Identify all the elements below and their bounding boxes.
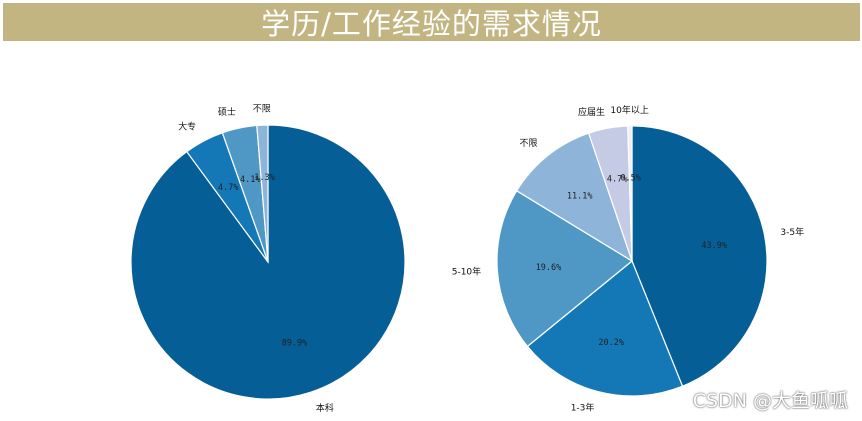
slice-label: 不限 bbox=[519, 138, 537, 149]
pie-slice bbox=[256, 124, 269, 263]
experience-pie: 3-5年 43.9% 1-3年 20.2% 5-10年 19.6% 不限 11.1% 应届生 4.… bbox=[452, 104, 804, 414]
slice-label: 5-10年 bbox=[452, 265, 481, 277]
slice-percent-label: 4.7% bbox=[607, 175, 627, 185]
slice-label: 10年以上 bbox=[610, 104, 648, 116]
slice-label: 本科 bbox=[316, 402, 334, 414]
slice-percent-label: 19.6% bbox=[536, 263, 562, 273]
slice-percent-label: 1.3% bbox=[254, 173, 274, 183]
slice-label: 1-3年 bbox=[571, 401, 595, 413]
page-title-banner: 学历/工作经验的需求情况 bbox=[3, 3, 860, 41]
slice-percent-label: 4.7% bbox=[218, 183, 238, 193]
pie-slice bbox=[526, 260, 684, 397]
pie-slice bbox=[496, 190, 634, 348]
csdn-watermark: CSDN @大鱼呱呱 bbox=[692, 390, 848, 412]
pie-slice bbox=[631, 125, 768, 387]
pie-slice bbox=[627, 125, 633, 262]
slice-label: 大专 bbox=[178, 120, 196, 132]
education-pie: 本科 89.9% 大专 4.7% 硕士 4.1% 不限 1.3% bbox=[130, 104, 406, 414]
slice-percent-label: 20.2% bbox=[598, 338, 624, 348]
pie-slice bbox=[515, 132, 634, 263]
slice-label: 不限 bbox=[253, 104, 271, 115]
slice-percent-label: 4.1% bbox=[240, 175, 260, 185]
slice-percent-label: 43.9% bbox=[701, 241, 727, 251]
slice-percent-label: 11.1% bbox=[567, 192, 593, 202]
slice-percent-label: 0.5% bbox=[620, 173, 640, 183]
slice-percent-label: 89.9% bbox=[282, 339, 308, 349]
page-title: 学历/工作经验的需求情况 bbox=[261, 7, 602, 41]
slice-label: 3-5年 bbox=[780, 226, 804, 238]
slice-label: 应届生 bbox=[578, 106, 605, 118]
slice-label: 硕士 bbox=[218, 106, 236, 118]
